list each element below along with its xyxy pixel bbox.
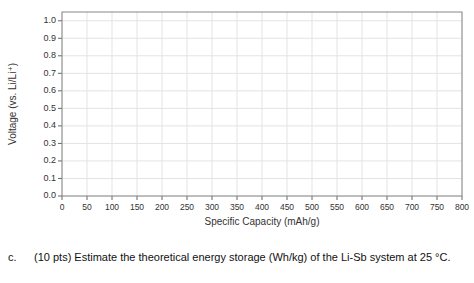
tick-mark — [437, 196, 438, 200]
tick-label: 700 — [405, 202, 419, 212]
chart: 0.0 0.1 0.2 0.3 0.4 0.5 0.6 0.7 0.8 0.9 1.0 0 50 100 1… — [0, 0, 474, 283]
tick-mark — [112, 196, 113, 200]
tick-mark — [58, 108, 62, 109]
grid-line — [87, 12, 88, 196]
y-axis-label: Voltage (vs. Li/Li⁺) — [7, 63, 18, 145]
tick-mark — [58, 196, 62, 197]
tick-mark — [58, 55, 62, 56]
tick-mark — [212, 196, 213, 200]
grid-line — [237, 12, 238, 196]
grid-line — [312, 12, 313, 196]
grid-line — [412, 12, 413, 196]
tick-label: 0 — [60, 202, 65, 212]
tick-mark — [58, 143, 62, 144]
tick-mark — [58, 38, 62, 39]
tick-label: 0.1 — [43, 173, 56, 183]
grid-line — [112, 12, 113, 196]
tick-mark — [287, 196, 288, 200]
grid-line — [362, 12, 363, 196]
tick-label: 0.5 — [43, 103, 56, 113]
tick-label: 300 — [205, 202, 219, 212]
grid-line — [187, 12, 188, 196]
tick-mark — [87, 196, 88, 200]
tick-mark — [262, 196, 263, 200]
tick-label: 750 — [430, 202, 444, 212]
tick-label: 0.6 — [43, 85, 56, 95]
tick-mark — [462, 196, 463, 200]
tick-label: 400 — [255, 202, 269, 212]
tick-mark — [362, 196, 363, 200]
tick-mark — [187, 196, 188, 200]
grid-line — [287, 12, 288, 196]
plot-area — [62, 12, 462, 196]
tick-mark — [312, 196, 313, 200]
tick-mark — [337, 196, 338, 200]
tick-mark — [387, 196, 388, 200]
tick-label: 0.7 — [43, 68, 56, 78]
tick-label: 0.3 — [43, 138, 56, 148]
grid-line — [212, 12, 213, 196]
tick-label: 1.0 — [43, 15, 56, 25]
tick-label: 250 — [180, 202, 194, 212]
tick-label: 0.4 — [43, 120, 56, 130]
x-axis-label: Specific Capacity (mAh/g) — [204, 216, 319, 227]
tick-mark — [412, 196, 413, 200]
grid-line — [162, 12, 163, 196]
tick-label: 0.2 — [43, 155, 56, 165]
tick-mark — [137, 196, 138, 200]
grid-line — [437, 12, 438, 196]
tick-mark — [58, 73, 62, 74]
caption-label: c. — [8, 251, 17, 263]
ticks: 0.0 0.1 0.2 0.3 0.4 0.5 0.6 0.7 0.8 0.9 1.0 0 50 100 1… — [43, 15, 469, 212]
tick-mark — [62, 196, 63, 200]
grid-line — [387, 12, 388, 196]
grid-line — [262, 12, 263, 196]
tick-label: 0.8 — [43, 50, 56, 60]
tick-label: 0.9 — [43, 33, 56, 43]
tick-label: 0.0 — [43, 190, 56, 200]
tick-mark — [58, 125, 62, 126]
tick-mark — [58, 20, 62, 21]
tick-label: 200 — [155, 202, 169, 212]
tick-label: 450 — [280, 202, 294, 212]
tick-label: 800 — [455, 202, 469, 212]
tick-label: 550 — [330, 202, 344, 212]
tick-label: 650 — [380, 202, 394, 212]
tick-label: 500 — [305, 202, 319, 212]
tick-mark — [58, 178, 62, 179]
grid-line — [137, 12, 138, 196]
plot-frame — [62, 12, 462, 196]
tick-label: 600 — [355, 202, 369, 212]
tick-mark — [237, 196, 238, 200]
grid — [62, 12, 462, 196]
tick-mark — [58, 90, 62, 91]
grid-line — [337, 12, 338, 196]
tick-label: 100 — [105, 202, 119, 212]
tick-label: 350 — [230, 202, 244, 212]
tick-label: 150 — [130, 202, 144, 212]
caption-text: (10 pts) Estimate the theoretical energy… — [34, 251, 450, 263]
tick-mark — [162, 196, 163, 200]
tick-label: 50 — [82, 202, 92, 212]
tick-mark — [58, 160, 62, 161]
